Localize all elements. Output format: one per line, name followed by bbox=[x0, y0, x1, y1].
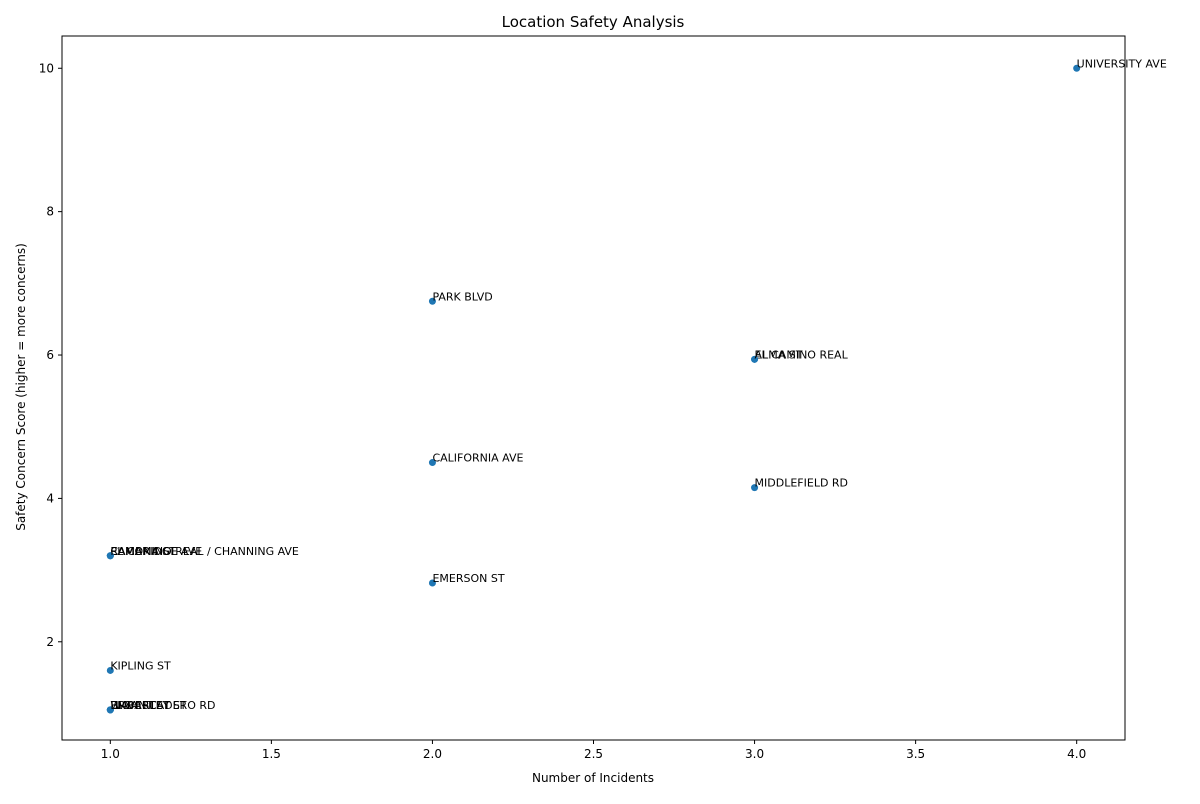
y-axis-label: Safety Concern Score (higher = more conc… bbox=[14, 243, 28, 531]
plot-area: 1.0 1.5 2.0 2.5 3.0 3.5 4.0 2 4 6 8 10 UNIVERSITY AV… bbox=[39, 35, 1167, 761]
y-tick-label: 6 bbox=[46, 348, 54, 362]
x-tick-label: 2.0 bbox=[423, 747, 442, 761]
point-label: EMBARCADERO RD bbox=[110, 699, 215, 712]
chart-title: Location Safety Analysis bbox=[502, 13, 685, 31]
point-label: BRYANT ST bbox=[110, 699, 170, 712]
point-label: RAMONA ST bbox=[110, 545, 176, 558]
x-tick-label: 1.5 bbox=[262, 747, 281, 761]
data-point bbox=[106, 552, 114, 560]
point-label: WAVERLEY ST bbox=[110, 699, 186, 712]
data-point bbox=[751, 355, 759, 363]
point-label: PARK BLVD bbox=[432, 290, 492, 303]
x-tick-label: 4.0 bbox=[1067, 747, 1086, 761]
x-tick-label: 3.0 bbox=[745, 747, 764, 761]
y-tick-label: 8 bbox=[46, 205, 54, 219]
point-label: CAMBRIDGE AVE bbox=[110, 545, 202, 558]
data-point bbox=[428, 579, 436, 587]
data-point bbox=[428, 459, 436, 467]
data-point bbox=[428, 297, 436, 305]
point-label: UNIVERSITY AVE bbox=[1077, 57, 1167, 70]
x-tick-label: 1.0 bbox=[101, 747, 120, 761]
y-tick-label: 2 bbox=[46, 635, 54, 649]
point-label: KIPLING ST bbox=[110, 659, 171, 672]
point-label: HIGH ST bbox=[110, 699, 156, 712]
plot-frame bbox=[61, 35, 1126, 741]
y-tick-label: 4 bbox=[46, 491, 54, 505]
data-point bbox=[106, 706, 114, 714]
y-tick-label: 10 bbox=[39, 61, 54, 75]
x-tick-label: 3.5 bbox=[906, 747, 925, 761]
point-label: EL CAMINO REAL bbox=[755, 348, 849, 361]
x-axis-label: Number of Incidents bbox=[532, 771, 654, 785]
data-point bbox=[751, 484, 759, 492]
x-tick-label: 2.5 bbox=[584, 747, 603, 761]
point-label: ALMA ST bbox=[755, 348, 803, 361]
point-label: CALIFORNIA AVE bbox=[432, 452, 523, 465]
point-label: MIDDLEFIELD RD bbox=[755, 477, 848, 490]
data-point bbox=[106, 666, 114, 674]
point-label: EL CAMINO REAL / CHANNING AVE bbox=[110, 545, 299, 558]
data-point bbox=[1073, 64, 1081, 72]
point-label: EMERSON ST bbox=[432, 572, 504, 585]
